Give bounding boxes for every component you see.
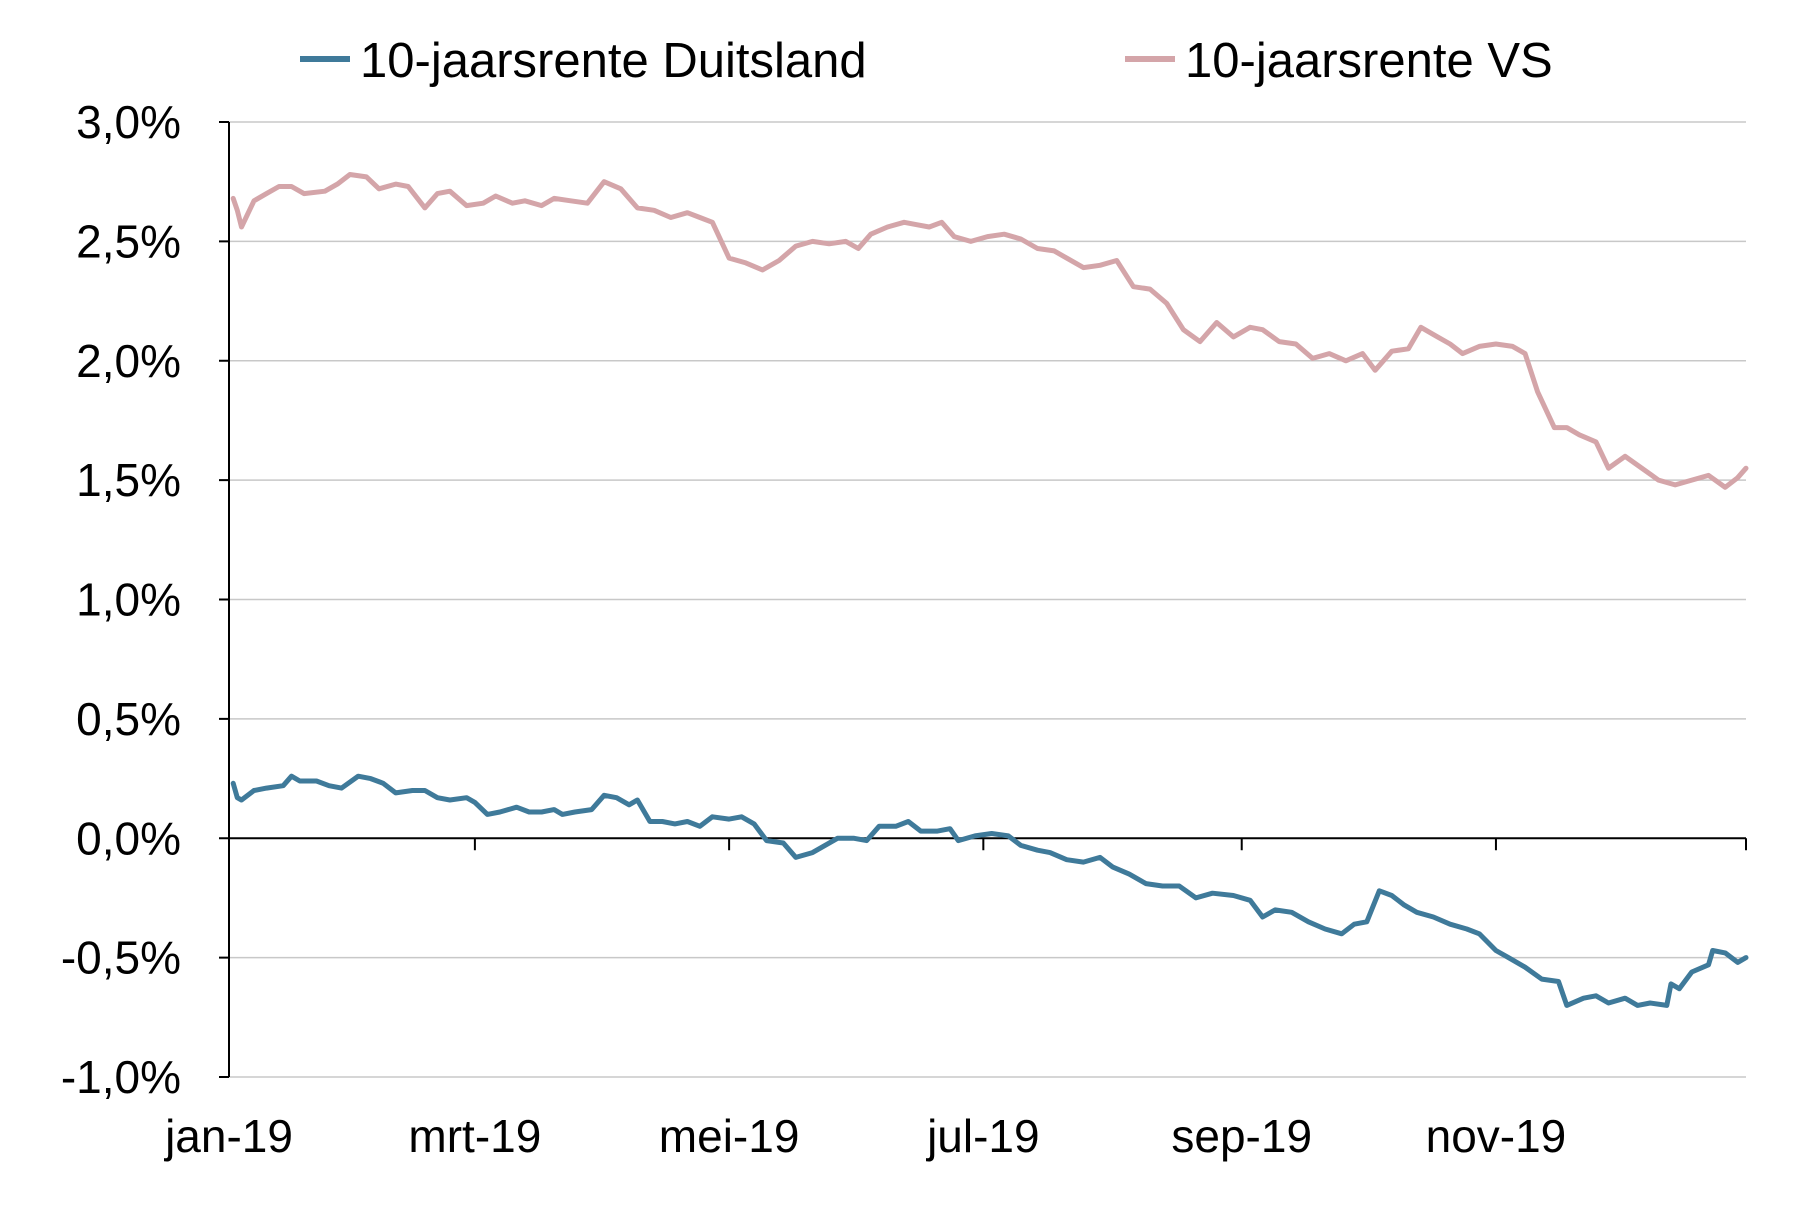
legend-label-vs: 10-jaarsrente VS	[1185, 34, 1553, 88]
y-tick-label: 2,0%	[76, 335, 181, 387]
gridlines	[229, 121, 1746, 1078]
x-axis-tick-labels: jan-19 mrt-19 mei-19 jul-19 sep-19 nov-19	[163, 1110, 1566, 1162]
series-lines	[230, 172, 1749, 1008]
y-axis-tick-labels: 3,0% 2,5% 2,0% 1,5% 1,0% 0,5% 0,0% -0,5% -1,0%	[61, 96, 181, 1103]
x-tick-label: mei-19	[659, 1110, 800, 1162]
series-line-duitsland	[230, 773, 1749, 1008]
y-tick-label: 1,5%	[76, 454, 181, 506]
legend-label-duitsland: 10-jaarsrente Duitsland	[360, 34, 867, 88]
series-line-vs	[230, 172, 1749, 490]
x-tick-label: mrt-19	[408, 1110, 541, 1162]
x-tick-label: sep-19	[1171, 1110, 1312, 1162]
x-tick-label: nov-19	[1426, 1110, 1567, 1162]
x-tick-label: jul-19	[925, 1110, 1040, 1162]
legend: 10-jaarsrente Duitsland 10-jaarsrente VS	[300, 34, 1553, 88]
y-tick-label: 1,0%	[76, 574, 181, 626]
y-tick-label: 0,5%	[76, 693, 181, 745]
y-tick-label: 0,0%	[76, 812, 181, 864]
y-tick-label: -1,0%	[61, 1051, 181, 1103]
y-tick-label: 3,0%	[76, 96, 181, 148]
axes	[219, 121, 1747, 1078]
y-tick-label: 2,5%	[76, 215, 181, 267]
x-tick-label: jan-19	[163, 1110, 293, 1162]
y-tick-label: -0,5%	[61, 932, 181, 984]
